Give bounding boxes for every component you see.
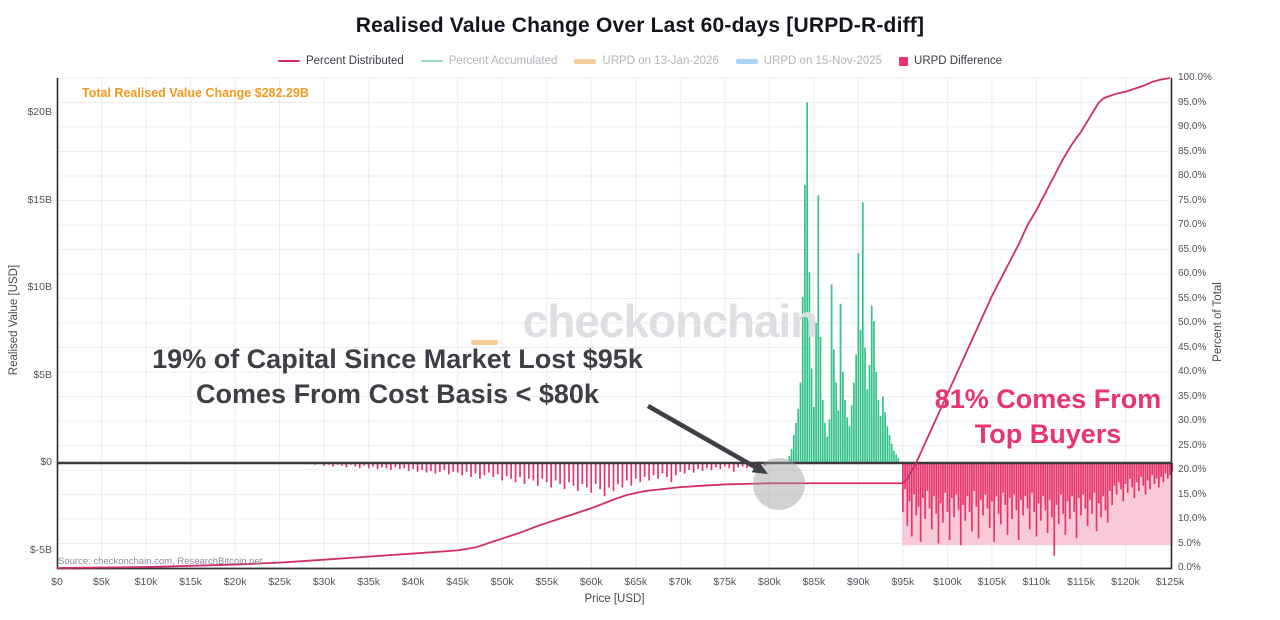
top-buyers-callout: 81% Comes From Top Buyers [902, 382, 1194, 452]
x-tick-label: $75k [713, 576, 737, 588]
y-right-tick-label: 85.0% [1178, 145, 1207, 157]
legend: Percent Distributed Percent Accumulated UR… [0, 55, 1280, 67]
y-right-tick-label: 45.0% [1178, 341, 1207, 353]
source-attribution: Source: checkonchain.com, ResearchBitcoi… [58, 556, 263, 567]
watermark-orange-dash-icon [471, 340, 498, 345]
x-tick-label: $55k [535, 576, 559, 588]
y-left-tick-label: $15B [27, 193, 52, 206]
legend-item-label: URPD on 13-Jan-2026 [602, 55, 719, 67]
legend-marker-icon [574, 58, 597, 64]
y-left-tick-label: $20B [27, 106, 52, 118]
callout-line2: Comes From Cost Basis < $80k [196, 379, 599, 410]
x-axis-ticks: $0 $5k $10k $15k $20k $25k $30k $35k $40k $45k $50… [0, 576, 1280, 592]
y-right-tick-label: 0.0% [1178, 562, 1201, 573]
x-tick-label: $90k [846, 576, 870, 588]
legend-item-percent-accumulated[interactable]: Percent Accumulated [420, 55, 558, 67]
y-right-tick-label: 30.0% [1178, 415, 1207, 426]
y-right-tick-label: 55.0% [1178, 292, 1207, 304]
y-left-tick-label: $0 [40, 456, 52, 468]
x-tick-label: $70k [668, 576, 692, 588]
x-tick-label: $30k [312, 576, 336, 588]
legend-item-urpd-on-15-nov-2025[interactable]: URPD on 15-Nov-2025 [735, 55, 883, 67]
x-tick-label: $85k [802, 576, 826, 588]
y-right-tick-label: 15.0% [1178, 488, 1207, 500]
x-tick-label: $125k [1155, 576, 1185, 588]
y-right-axis-title: Percent of Total [1212, 282, 1224, 362]
y-right-axis-ticks: 100.0% 95.0% 90.0% 85.0% 80.0% 75.0% 70.0% 65.0… [1178, 0, 1234, 620]
callout-line1: 19% of Capital Since Market Lost $95k [152, 344, 643, 374]
y-right-tick-label: 90.0% [1178, 121, 1207, 132]
x-tick-label: $80k [757, 576, 781, 588]
total-realised-value-annotation: Total Realised Value Change $282.29B [82, 86, 309, 100]
y-right-tick-label: 60.0% [1178, 268, 1207, 279]
y-right-tick-label: 25.0% [1178, 439, 1207, 451]
x-tick-label: $25k [268, 576, 291, 588]
chart-title: Realised Value Change Over Last 60-days … [355, 14, 925, 37]
x-tick-label: $0 [51, 576, 63, 588]
legend-item-label: URPD Difference [914, 55, 1003, 67]
legend-marker-icon [899, 56, 909, 66]
x-tick-label: $65k [624, 576, 648, 588]
y-left-axis-ticks: $20B $15B $10B $5B $0 $-5B [2, 0, 52, 620]
y-right-tick-label: 50.0% [1178, 317, 1207, 328]
legend-item-label: Percent Distributed [305, 55, 404, 67]
y-right-tick-label: 80.0% [1178, 170, 1207, 181]
y-right-tick-label: 20.0% [1178, 464, 1207, 475]
x-tick-label: $20k [223, 576, 247, 588]
x-tick-label: $10k [134, 576, 158, 588]
x-tick-label: $40k [401, 576, 425, 588]
y-right-tick-label: 35.0% [1178, 390, 1207, 402]
y-left-tick-label: $10B [27, 281, 52, 293]
legend-marker-icon [277, 59, 300, 63]
y-left-tick-label: $5B [33, 368, 52, 381]
right-callout-line2: Top Buyers [974, 419, 1122, 450]
checkonchain-watermark: checkonchain [522, 295, 819, 347]
x-tick-label: $110k [1022, 576, 1051, 588]
y-right-tick-label: 75.0% [1178, 194, 1207, 206]
legend-item-urpd-on-13-jan-2026[interactable]: URPD on 13-Jan-2026 [574, 55, 719, 67]
right-callout-line1: 81% Comes From [934, 384, 1162, 414]
y-right-tick-label: 95.0% [1178, 96, 1207, 108]
legend-item-label: Percent Accumulated [448, 55, 558, 67]
x-axis-title: Price [USD] [584, 593, 645, 605]
legend-marker-icon [735, 58, 758, 64]
legend-item-urpd-difference[interactable]: URPD Difference [899, 55, 1002, 67]
y-right-tick-label: 40.0% [1178, 366, 1207, 377]
x-tick-label: $60k [579, 576, 603, 588]
capital-below-80k-callout: 19% of Capital Since Market Lost $95k Co… [85, 342, 710, 412]
x-tick-label: $15k [179, 576, 202, 588]
y-right-tick-label: 70.0% [1178, 219, 1207, 230]
y-right-tick-label: 10.0% [1178, 513, 1207, 524]
x-tick-label: $105k [977, 576, 1007, 588]
x-tick-label: $35k [357, 576, 381, 588]
y-left-tick-label: $-5B [29, 543, 52, 556]
x-tick-label: $120k [1111, 576, 1140, 588]
y-right-tick-label: 100.0% [1178, 72, 1212, 83]
x-tick-label: $95k [891, 576, 915, 588]
legend-marker-icon [420, 59, 443, 63]
y-right-tick-label: 5.0% [1178, 537, 1201, 549]
legend-item-label: URPD on 15-Nov-2025 [763, 55, 883, 67]
x-tick-label: $45k [446, 576, 470, 588]
x-tick-label: $50k [490, 576, 514, 588]
y-right-tick-label: 65.0% [1178, 243, 1207, 255]
y-left-axis-title: Realised Value [USD] [8, 264, 20, 376]
legend-item-percent-distributed[interactable]: Percent Distributed [277, 55, 404, 67]
x-tick-label: $5k [93, 576, 110, 588]
x-tick-label: $115k [1067, 576, 1095, 588]
x-tick-label: $100k [933, 576, 962, 588]
